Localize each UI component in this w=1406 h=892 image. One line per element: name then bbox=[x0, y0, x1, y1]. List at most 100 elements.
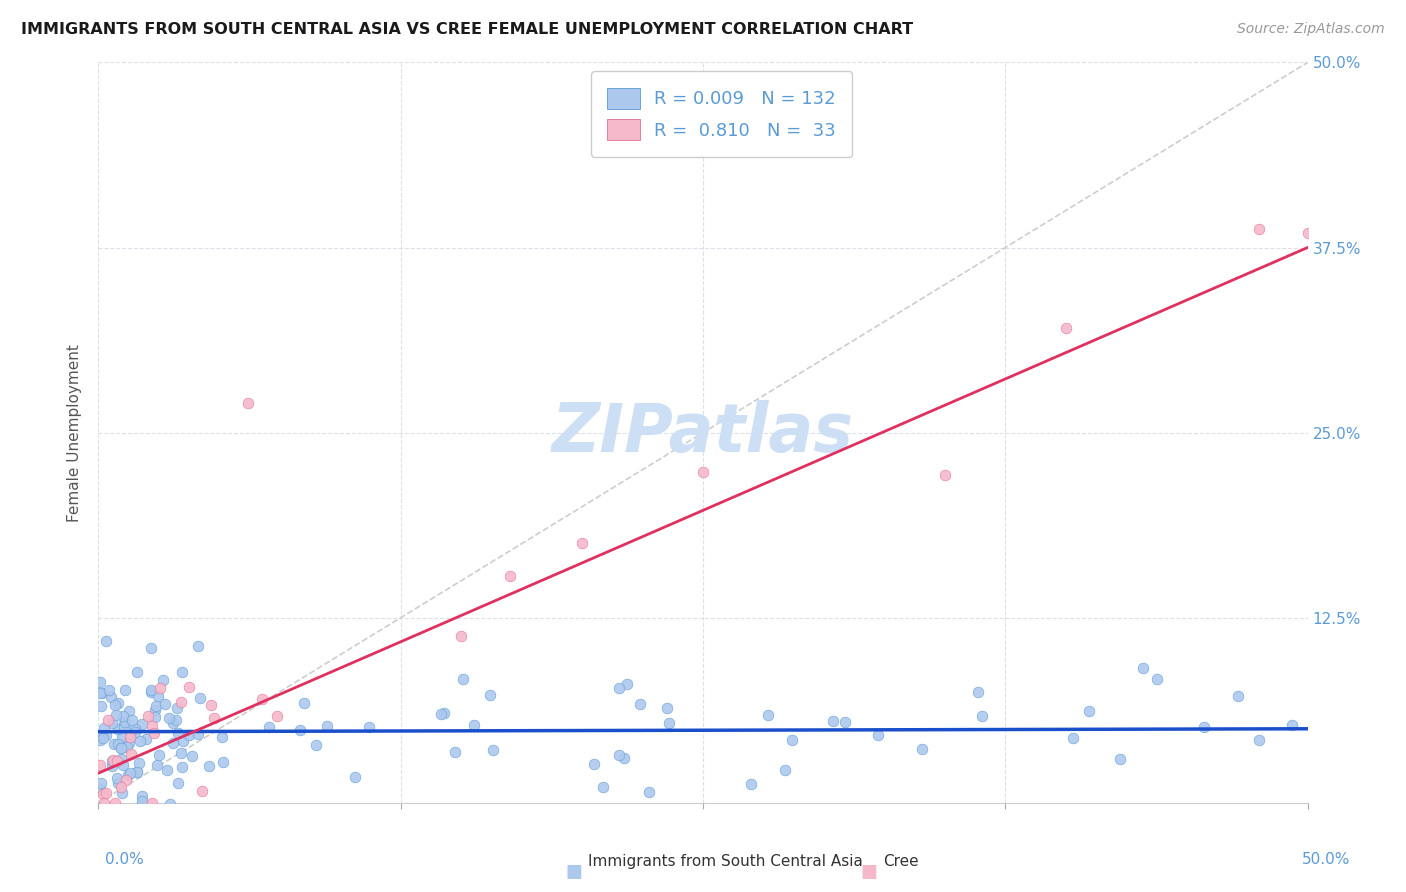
Point bbox=[866, 727, 889, 741]
Point bbox=[90, 686, 112, 700]
Point bbox=[1077, 704, 1099, 718]
Point bbox=[463, 718, 485, 732]
Point bbox=[498, 568, 520, 582]
Point bbox=[250, 691, 273, 706]
Point bbox=[128, 756, 150, 770]
Point bbox=[112, 709, 135, 723]
Point bbox=[934, 467, 956, 482]
Point bbox=[162, 715, 184, 730]
Point bbox=[136, 709, 159, 723]
Point bbox=[1281, 718, 1303, 732]
Point bbox=[146, 758, 169, 772]
Point bbox=[127, 665, 149, 679]
Point bbox=[1146, 672, 1168, 686]
Point bbox=[450, 629, 472, 643]
Point bbox=[172, 734, 194, 748]
Point bbox=[1249, 222, 1271, 236]
Point bbox=[257, 720, 280, 734]
Point bbox=[773, 763, 796, 777]
Point bbox=[107, 696, 129, 710]
Point bbox=[112, 720, 135, 734]
Point bbox=[148, 747, 170, 762]
Text: Source: ZipAtlas.com: Source: ZipAtlas.com bbox=[1237, 22, 1385, 37]
Point bbox=[638, 785, 661, 799]
Point bbox=[780, 732, 803, 747]
Text: Immigrants from South Central Asia: Immigrants from South Central Asia bbox=[588, 854, 863, 869]
Point bbox=[131, 716, 153, 731]
Point bbox=[167, 776, 190, 790]
Point bbox=[170, 694, 193, 708]
Point bbox=[1226, 689, 1249, 703]
Point bbox=[101, 754, 124, 768]
Point bbox=[143, 702, 166, 716]
Y-axis label: Female Unemployment: Female Unemployment bbox=[67, 343, 83, 522]
Point bbox=[89, 686, 111, 700]
Legend: R = 0.009   N = 132, R =  0.810   N =  33: R = 0.009 N = 132, R = 0.810 N = 33 bbox=[591, 71, 852, 156]
Point bbox=[911, 742, 934, 756]
Point bbox=[616, 677, 638, 691]
Point bbox=[159, 711, 181, 725]
Point bbox=[343, 770, 366, 784]
Point bbox=[117, 705, 139, 719]
Point bbox=[129, 734, 152, 748]
Point bbox=[834, 714, 856, 729]
Point bbox=[200, 698, 222, 712]
Point bbox=[118, 736, 141, 750]
Point bbox=[1054, 321, 1077, 335]
Point bbox=[821, 714, 844, 728]
Point bbox=[444, 745, 467, 759]
Point bbox=[100, 813, 122, 827]
Point bbox=[1062, 731, 1084, 745]
Point bbox=[165, 714, 187, 728]
Point bbox=[104, 708, 127, 723]
Point bbox=[143, 710, 166, 724]
Point bbox=[1102, 805, 1125, 819]
Point bbox=[482, 743, 505, 757]
Point bbox=[110, 752, 132, 766]
Point bbox=[141, 641, 163, 656]
Point bbox=[655, 701, 678, 715]
Point bbox=[628, 698, 651, 712]
Point bbox=[170, 665, 193, 679]
Point bbox=[292, 696, 315, 710]
Text: ZIPatlas: ZIPatlas bbox=[553, 400, 853, 466]
Point bbox=[1296, 227, 1319, 241]
Point bbox=[198, 759, 221, 773]
Point bbox=[131, 793, 153, 807]
Point bbox=[169, 746, 191, 760]
Point bbox=[139, 685, 162, 699]
Point bbox=[101, 759, 124, 773]
Point bbox=[107, 737, 129, 751]
Point bbox=[1109, 751, 1132, 765]
Point bbox=[166, 725, 188, 739]
Point bbox=[131, 789, 153, 804]
Point bbox=[89, 758, 111, 772]
Point bbox=[94, 728, 117, 742]
Point bbox=[110, 740, 132, 755]
Point bbox=[114, 715, 136, 730]
Point bbox=[93, 796, 115, 810]
Point bbox=[180, 749, 202, 764]
Point bbox=[357, 720, 380, 734]
Point bbox=[592, 780, 614, 795]
Point bbox=[145, 698, 167, 713]
Point bbox=[179, 680, 201, 694]
Point bbox=[90, 699, 112, 714]
Point bbox=[104, 698, 127, 712]
Point bbox=[181, 818, 204, 832]
Point bbox=[159, 797, 181, 811]
Point bbox=[103, 737, 125, 751]
Point bbox=[131, 797, 153, 811]
Point bbox=[115, 773, 138, 788]
Point bbox=[152, 673, 174, 687]
Point bbox=[433, 706, 456, 721]
Point bbox=[117, 739, 139, 754]
Point bbox=[613, 751, 636, 765]
Point bbox=[142, 726, 165, 740]
Point bbox=[97, 713, 120, 727]
Text: 0.0%: 0.0% bbox=[105, 852, 145, 867]
Point bbox=[111, 786, 134, 800]
Point bbox=[191, 784, 214, 798]
Point bbox=[93, 788, 115, 802]
Point bbox=[141, 796, 163, 810]
